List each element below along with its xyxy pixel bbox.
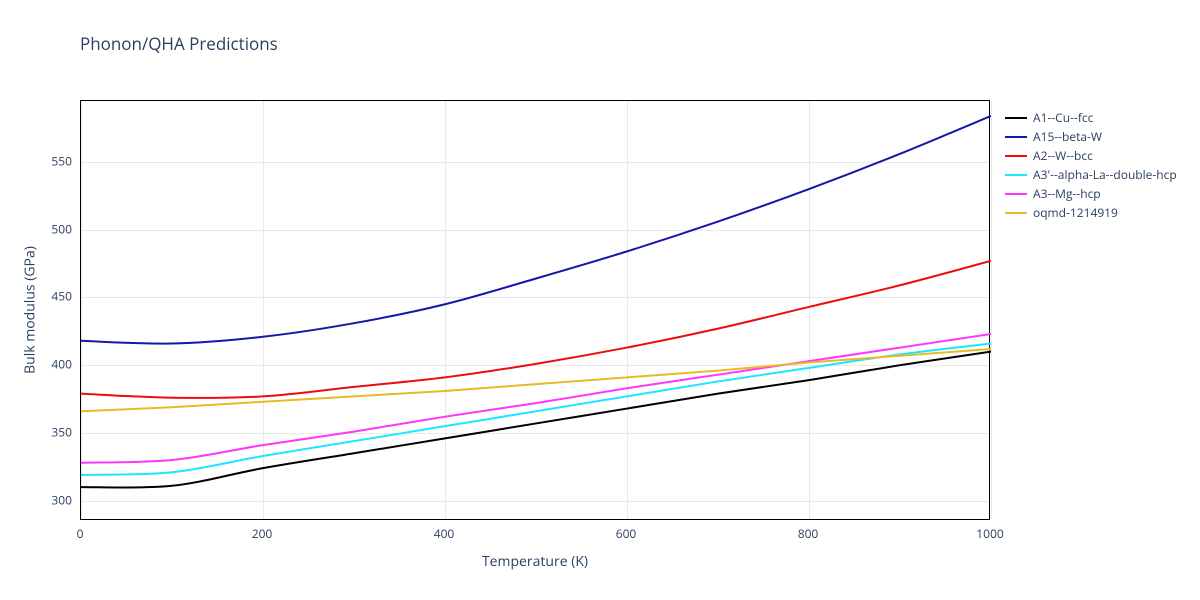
y-tick-label: 500 (51, 220, 72, 237)
legend-label: A1--Cu--fcc (1033, 109, 1093, 126)
legend-swatch (1005, 155, 1027, 157)
legend: A1--Cu--fcc A15--beta-W A2--W--bcc A3'--alp… (1005, 108, 1177, 222)
chart-title: Phonon/QHA Predictions (80, 32, 278, 55)
x-tick-label: 800 (798, 525, 819, 542)
legend-label: oqmd-1214919 (1033, 204, 1118, 221)
legend-item[interactable]: A15--beta-W (1005, 127, 1177, 146)
x-tick-label: 400 (434, 525, 455, 542)
legend-swatch (1005, 136, 1027, 138)
chart-container: Phonon/QHA Predictions Temperature (K) B… (0, 0, 1200, 600)
legend-item[interactable]: A3'--alpha-La--double-hcp (1005, 165, 1177, 184)
x-tick-label: 1000 (976, 525, 1003, 542)
x-tick-label: 0 (77, 525, 84, 542)
legend-swatch (1005, 212, 1027, 214)
y-tick-label: 300 (51, 491, 72, 508)
legend-label: A3--Mg--hcp (1033, 185, 1101, 202)
legend-item[interactable]: A1--Cu--fcc (1005, 108, 1177, 127)
x-axis-label: Temperature (K) (80, 552, 990, 571)
y-tick-label: 550 (51, 152, 72, 169)
y-tick-label: 450 (51, 288, 72, 305)
legend-label: A15--beta-W (1033, 128, 1102, 145)
y-tick-label: 350 (51, 423, 72, 440)
series-line (81, 116, 991, 344)
y-axis-label: Bulk modulus (GPa) (21, 246, 40, 374)
legend-item[interactable]: oqmd-1214919 (1005, 203, 1177, 222)
x-tick-label: 200 (252, 525, 273, 542)
legend-label: A2--W--bcc (1033, 147, 1093, 164)
series-line (81, 352, 991, 488)
series-line (81, 261, 991, 398)
y-tick-label: 400 (51, 356, 72, 373)
legend-swatch (1005, 174, 1027, 176)
series-line (81, 349, 991, 411)
legend-swatch (1005, 193, 1027, 195)
plot-area (80, 100, 990, 520)
gridline-v (991, 101, 992, 519)
legend-item[interactable]: A2--W--bcc (1005, 146, 1177, 165)
legend-swatch (1005, 117, 1027, 119)
legend-label: A3'--alpha-La--double-hcp (1033, 166, 1177, 183)
lines-layer (81, 101, 991, 521)
x-tick-label: 600 (616, 525, 637, 542)
legend-item[interactable]: A3--Mg--hcp (1005, 184, 1177, 203)
